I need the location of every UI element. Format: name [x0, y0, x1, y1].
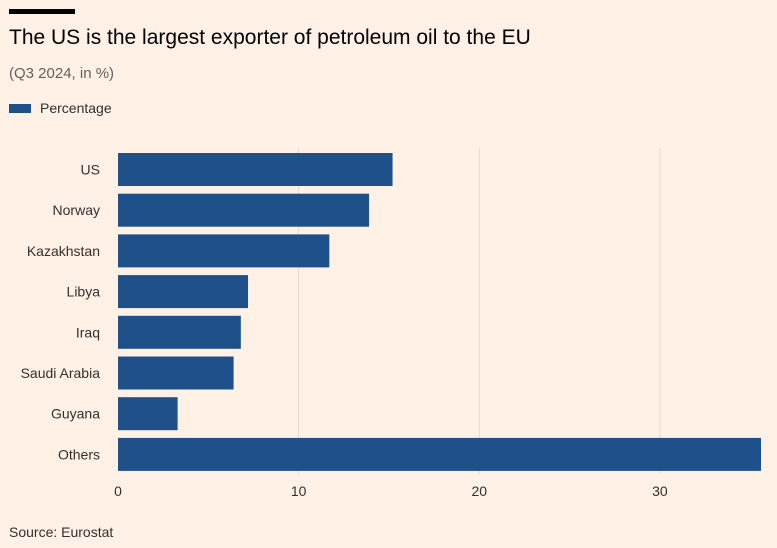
bar-us	[118, 153, 393, 186]
category-label: Libya	[67, 284, 101, 300]
legend-label: Percentage	[40, 100, 112, 116]
chart-subtitle: (Q3 2024, in %)	[9, 65, 115, 82]
category-label: Kazakhstan	[27, 243, 100, 259]
bar-saudi-arabia	[118, 356, 234, 390]
source-note: Source: Eurostat	[9, 524, 114, 540]
bars	[118, 153, 761, 471]
bar-kazakhstan	[118, 234, 330, 268]
x-tick-label: 0	[114, 483, 122, 499]
x-tick-label: 20	[471, 483, 487, 499]
bar-norway	[118, 193, 370, 227]
category-labels: US Norway Kazakhstan Libya Iraq Saudi Arabia G…	[21, 162, 101, 463]
legend-swatch	[9, 103, 31, 113]
chart-legend: Percentage	[9, 98, 112, 118]
bar-libya	[118, 275, 249, 309]
bar-iraq	[118, 315, 241, 349]
category-label: Guyana	[51, 406, 100, 422]
category-label: US	[81, 162, 100, 178]
x-tick-label: 30	[652, 483, 668, 499]
chart-title: The US is the largest exporter of petrol…	[9, 26, 531, 49]
x-axis-ticks: 0 10 20 30	[114, 483, 668, 499]
x-tick-label: 10	[291, 483, 307, 499]
category-label: Saudi Arabia	[21, 365, 101, 381]
header-rule	[9, 9, 75, 14]
category-label: Others	[58, 446, 100, 462]
category-label: Iraq	[76, 324, 100, 340]
bar-guyana	[118, 397, 178, 431]
bar-others	[118, 437, 761, 471]
category-label: Norway	[53, 202, 100, 218]
